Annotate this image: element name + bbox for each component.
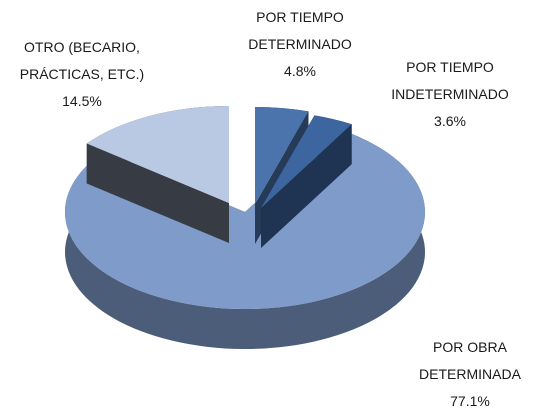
category-label: OTRO (BECARIO, PRÁCTICAS, ETC.): [19, 39, 145, 82]
value-label: 4.8%: [284, 63, 316, 79]
value-label: 3.6%: [434, 113, 466, 129]
slice-label: POR TIEMPO DETERMINADO 4.8%: [238, 4, 363, 85]
slice-label: POR OBRA DETERMINADA 77.1%: [405, 334, 535, 415]
slice: [86, 106, 229, 203]
slice-side: [86, 143, 229, 243]
slice: [261, 115, 352, 208]
slice-side: [261, 124, 352, 248]
category-label: POR TIEMPO INDETERMINADO: [391, 59, 509, 102]
slice: [255, 107, 309, 204]
category-label: POR TIEMPO DETERMINADO: [248, 9, 352, 52]
slice-label: OTRO (BECARIO, PRÁCTICAS, ETC.) 14.5%: [2, 34, 162, 115]
value-label: 14.5%: [62, 93, 102, 109]
slice-label: POR TIEMPO INDETERMINADO 3.6%: [375, 54, 525, 135]
value-label: 77.1%: [450, 393, 490, 409]
category-label: POR OBRA DETERMINADA: [419, 339, 521, 382]
